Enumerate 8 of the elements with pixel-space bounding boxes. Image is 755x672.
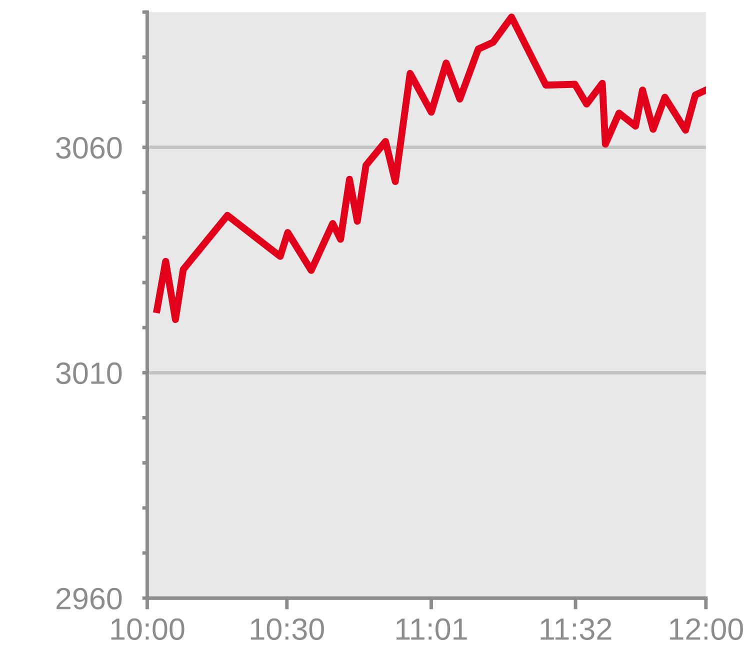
y-tick-label: 3060	[56, 137, 122, 159]
x-tick-label: 10:30	[251, 618, 324, 640]
x-tick-label: 10:00	[111, 618, 184, 640]
y-tick-label: 2960	[56, 588, 122, 610]
x-tick-label: 11:01	[396, 618, 467, 640]
y-tick-label: 3010	[56, 362, 122, 384]
x-tick-label: 11:32	[540, 618, 612, 640]
x-tick-label: 12:00	[670, 618, 743, 640]
